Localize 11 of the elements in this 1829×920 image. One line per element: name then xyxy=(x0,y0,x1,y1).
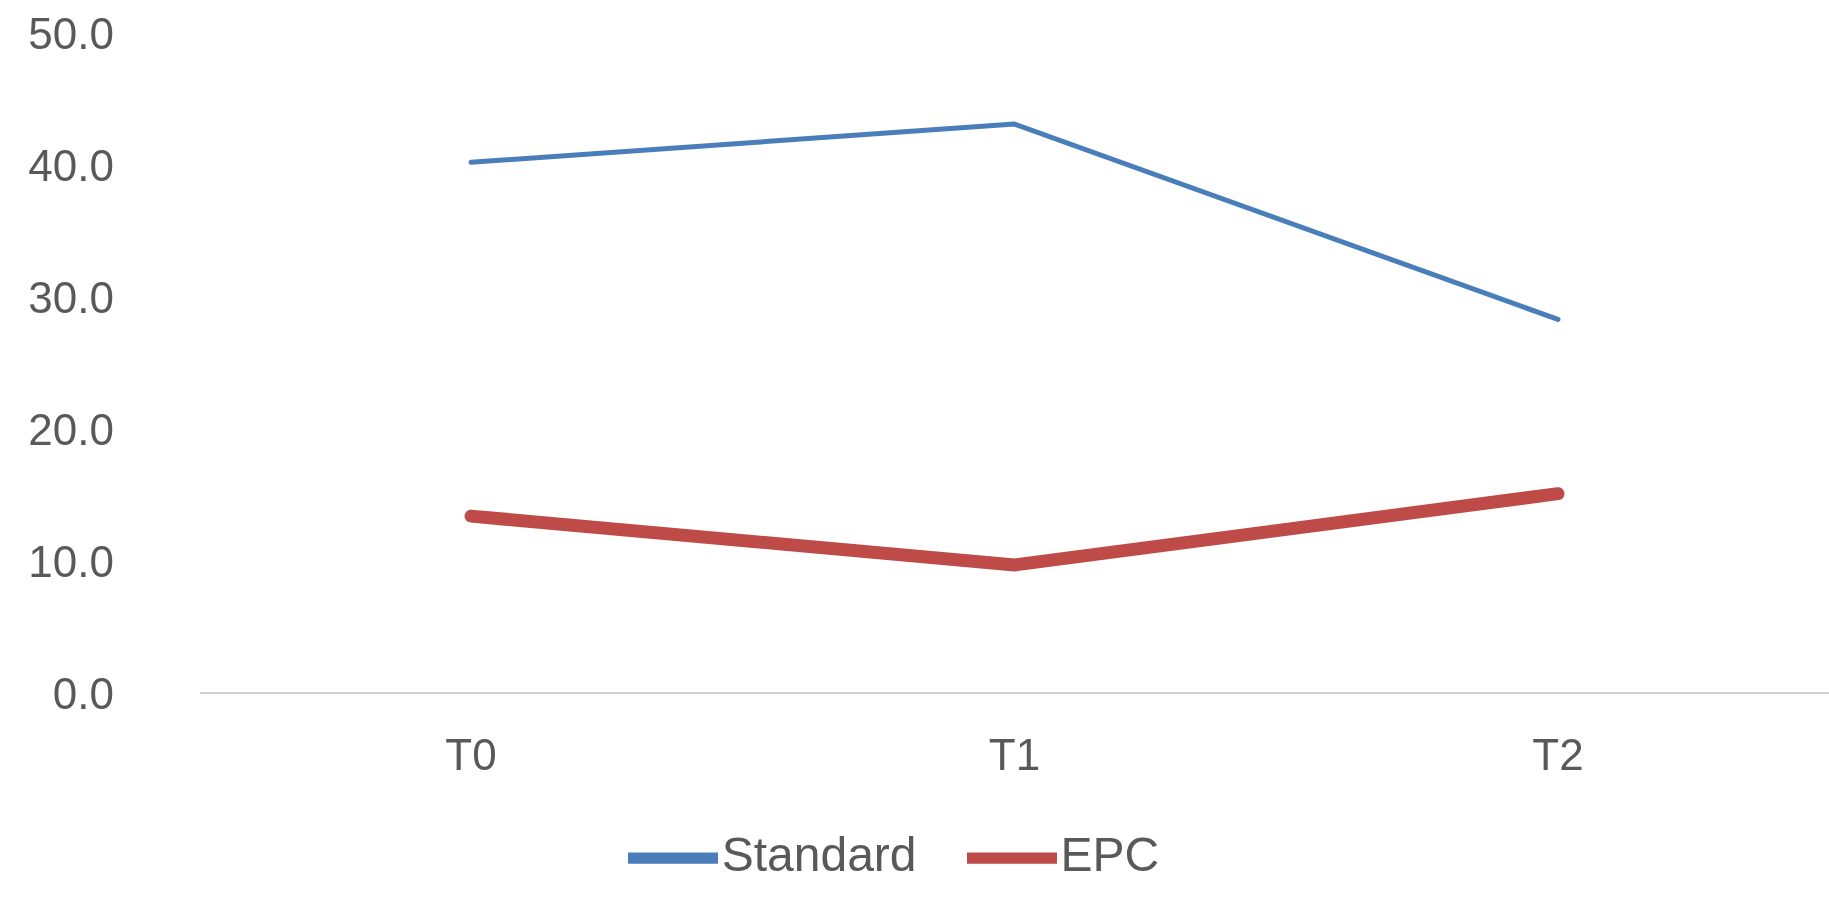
y-tick-label: 40.0 xyxy=(28,140,114,190)
y-tick-label: 0.0 xyxy=(52,668,114,718)
y-tick-label: 10.0 xyxy=(28,536,114,586)
x-tick-label: T2 xyxy=(1532,730,1584,780)
legend-label: EPC xyxy=(1060,827,1160,881)
y-tick-label: 50.0 xyxy=(28,8,114,58)
legend-label: Standard xyxy=(721,827,917,881)
x-tick-label: T1 xyxy=(988,730,1041,780)
y-tick-label: 30.0 xyxy=(28,272,114,322)
x-tick-label: T0 xyxy=(445,730,497,780)
y-tick-label: 20.0 xyxy=(28,404,114,454)
